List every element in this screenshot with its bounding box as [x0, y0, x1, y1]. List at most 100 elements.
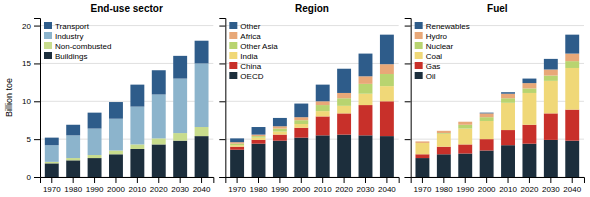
legend: RenewablesHydroNuclearCoalGasOil [415, 22, 470, 81]
bar-segment [565, 110, 579, 141]
bar-segment [458, 129, 472, 145]
x-tick: 2020 [150, 177, 168, 194]
tick-mark [422, 177, 423, 183]
x-tick: 1970 [414, 177, 432, 194]
bar-segment [66, 135, 80, 158]
tick-mark [34, 101, 40, 102]
bar-segment [359, 94, 373, 105]
bar-segment [415, 141, 429, 142]
grid-line [40, 101, 213, 102]
bar-segment [88, 155, 102, 158]
tick-mark [94, 177, 95, 183]
legend-swatch [44, 42, 52, 49]
legend-label: Transport [55, 22, 90, 31]
legend-label: Oil [426, 72, 436, 81]
tick-mark [405, 139, 411, 140]
legend-label: Hydro [426, 32, 448, 41]
legend-item: Gas [415, 62, 441, 71]
tick-mark [219, 63, 225, 64]
tick-label: 2040 [193, 185, 211, 194]
legend: TransportIndustryNon-combustedBuildings [44, 22, 111, 61]
tick-mark [137, 177, 138, 183]
series [45, 136, 209, 177]
bar-segment [501, 145, 515, 177]
y-tick [405, 26, 411, 27]
legend-item: OECD [229, 72, 263, 81]
tick-mark [219, 101, 225, 102]
x-tick: 1980 [250, 177, 268, 194]
series [230, 101, 394, 149]
tick-mark [529, 177, 530, 183]
bar-segment [522, 88, 536, 93]
tick-mark [258, 177, 259, 183]
bar-segment [109, 154, 123, 177]
legend-swatch [229, 32, 237, 39]
tick-label: 1980 [250, 185, 268, 194]
tick-label: 1990 [86, 185, 104, 194]
bar-segment [501, 92, 515, 94]
tick-mark [301, 177, 302, 183]
legend-swatch [415, 22, 423, 29]
chart-title: Fuel [487, 3, 508, 14]
tick-label: 2020 [150, 185, 168, 194]
tick-mark [508, 177, 509, 183]
tick-label: 2030 [171, 185, 189, 194]
tick-mark [550, 177, 551, 183]
bar-segment [565, 141, 579, 177]
bar-segment [337, 113, 351, 134]
y-tick [405, 177, 411, 178]
legend-item: Non-combusted [44, 42, 111, 51]
tick-mark [34, 139, 40, 140]
tick-mark [365, 177, 366, 183]
x-tick: 1990 [86, 177, 104, 194]
bar-segment [522, 144, 536, 177]
bar-segment [252, 138, 266, 140]
tick-label: 2020 [335, 185, 353, 194]
tick-label: 2010 [314, 185, 332, 194]
bar-segment [415, 158, 429, 177]
bar-segment [66, 125, 80, 136]
bar-segment [152, 144, 166, 177]
tick-mark [158, 177, 159, 183]
bar-segment [316, 105, 330, 111]
bar-segment [252, 136, 266, 138]
bar-segment [294, 104, 308, 118]
axis-line [405, 19, 412, 178]
bar-segment [501, 98, 515, 103]
bar-segment [337, 135, 351, 177]
bar-segment [273, 132, 287, 135]
y-axis: 05101520 [22, 19, 40, 183]
bar-segment [66, 160, 80, 177]
legend-swatch [229, 62, 237, 69]
legend-label: Coal [426, 52, 443, 61]
legend-swatch [44, 22, 52, 29]
bar-segment [437, 154, 451, 177]
bar-segment [565, 68, 579, 110]
grid-line [225, 139, 398, 140]
bar-segment [380, 136, 394, 177]
bar-segment [437, 134, 451, 147]
legend-swatch [415, 32, 423, 39]
tick-label: 10 [22, 97, 31, 106]
chart-title: End-use sector [91, 3, 163, 14]
grid-line [411, 101, 584, 102]
bar-segment [316, 111, 330, 116]
tick-mark [73, 177, 74, 183]
legend-item: Renewables [415, 22, 470, 31]
bar-segment [88, 113, 102, 129]
x-tick: 1990 [271, 177, 289, 194]
series [437, 61, 579, 134]
legend-item: Transport [44, 22, 90, 31]
grid [40, 26, 213, 177]
bar-segment [565, 35, 579, 54]
bar-segment [316, 85, 330, 102]
x-tick: 2000 [107, 177, 125, 194]
y-tick: 15 [22, 59, 40, 68]
bar-segment [458, 125, 472, 129]
tick-mark [279, 177, 280, 183]
tick-label: 20 [22, 22, 31, 31]
bar-segment [415, 143, 429, 154]
x-tick: 2030 [357, 177, 375, 194]
legend-label: OECD [240, 72, 263, 81]
bar-segment [337, 98, 351, 106]
